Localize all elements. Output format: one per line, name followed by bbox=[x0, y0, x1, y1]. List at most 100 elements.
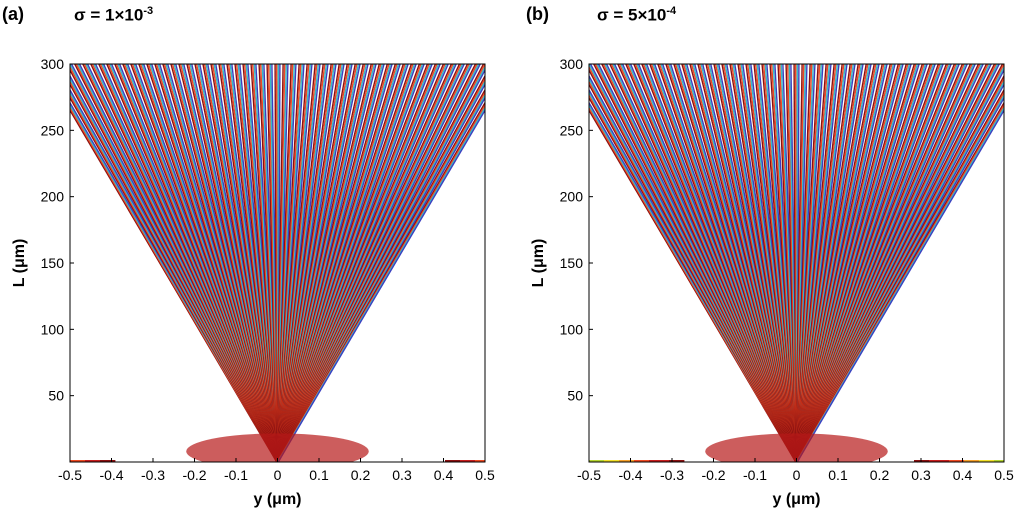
x-axis-label: y (μm) bbox=[772, 491, 820, 508]
panel-title-a: σ = 1×10-3 bbox=[74, 5, 153, 26]
heatmap-cell bbox=[75, 460, 81, 462]
heatmap-cell bbox=[100, 460, 106, 462]
y-tick-label: 300 bbox=[41, 56, 65, 72]
x-tick-label: -0.5 bbox=[577, 467, 601, 483]
heatmap-cell bbox=[914, 460, 920, 462]
y-tick-label: 150 bbox=[41, 255, 65, 271]
heatmap-cell bbox=[954, 460, 960, 462]
heatmap-cell bbox=[609, 460, 615, 462]
heatmap-cell bbox=[654, 460, 660, 462]
heatmap-cell bbox=[445, 460, 451, 462]
x-tick-label: 0.2 bbox=[351, 467, 371, 483]
heatmap-cell bbox=[465, 460, 471, 462]
heatmap-cell bbox=[974, 460, 980, 462]
x-tick-label: 0.4 bbox=[953, 467, 973, 483]
heatmap-cell bbox=[110, 460, 116, 462]
heatmap-cell bbox=[80, 460, 86, 462]
heatmap-cell bbox=[944, 460, 950, 462]
heatmap-cell bbox=[639, 460, 645, 462]
heatmap-cell bbox=[455, 460, 461, 462]
heatmap-cell bbox=[599, 460, 605, 462]
near-field-lobe bbox=[705, 433, 888, 462]
y-tick-label: 50 bbox=[567, 388, 583, 404]
x-tick-label: -0.3 bbox=[141, 467, 165, 483]
heatmap-cell bbox=[614, 460, 620, 462]
heatmap-cell bbox=[999, 460, 1004, 462]
y-tick-label: 300 bbox=[560, 56, 584, 72]
heatmap-cell bbox=[629, 460, 635, 462]
x-tick-label: 0.1 bbox=[309, 467, 329, 483]
heatmap-cell bbox=[480, 460, 485, 462]
heatmap-cell bbox=[105, 460, 111, 462]
heatmap-cell bbox=[994, 460, 1000, 462]
panel-label-b: (b) bbox=[526, 4, 549, 24]
panel-title-b: σ = 5×10-4 bbox=[597, 5, 676, 26]
title-exponent-a: -3 bbox=[143, 5, 154, 17]
heatmap-b bbox=[589, 64, 1004, 462]
y-tick-label: 150 bbox=[560, 255, 584, 271]
heatmap-cell bbox=[470, 460, 476, 462]
y-tick-label: 200 bbox=[560, 189, 584, 205]
x-tick-label: -0.1 bbox=[743, 467, 767, 483]
heatmap-cell bbox=[604, 460, 610, 462]
heatmap-cell bbox=[919, 460, 925, 462]
title-prefix-b: σ = bbox=[597, 5, 629, 25]
heatmap-cell bbox=[460, 460, 466, 462]
y-tick-label: 250 bbox=[41, 122, 65, 138]
heatmap-cell bbox=[929, 460, 935, 462]
heatmap-cell bbox=[924, 460, 930, 462]
y-tick-label: 100 bbox=[560, 321, 584, 337]
title-mantissa-b: 5×10 bbox=[628, 5, 667, 25]
heatmap-cell bbox=[634, 460, 640, 462]
heatmap-cell bbox=[664, 460, 670, 462]
title-prefix-a: σ = bbox=[74, 5, 106, 25]
y-axis-label: L (μm) bbox=[11, 239, 28, 288]
near-field-lobe bbox=[186, 433, 369, 462]
title-exponent-b: -4 bbox=[666, 5, 677, 17]
heatmap-cell bbox=[989, 460, 995, 462]
x-tick-label: -0.2 bbox=[182, 467, 206, 483]
heatmap-cell bbox=[659, 460, 665, 462]
heatmap-cell bbox=[85, 460, 91, 462]
heatmap-cell bbox=[619, 460, 625, 462]
heatmap-cell bbox=[90, 460, 96, 462]
x-tick-label: 0.3 bbox=[392, 467, 412, 483]
heatmap-cell bbox=[95, 460, 101, 462]
x-tick-label: 0 bbox=[793, 467, 801, 483]
heatmap-cell bbox=[984, 460, 990, 462]
heatmap-cell bbox=[450, 460, 456, 462]
heatmap-cell bbox=[475, 460, 481, 462]
x-tick-label: 0.4 bbox=[434, 467, 454, 483]
heatmap-cell bbox=[589, 460, 595, 462]
y-tick-label: 100 bbox=[41, 321, 65, 337]
x-tick-label: 0.5 bbox=[994, 467, 1014, 483]
heatmap-cell bbox=[939, 460, 945, 462]
heatmap-cell bbox=[679, 460, 685, 462]
heatmap-cell bbox=[949, 460, 955, 462]
heatmap-cell bbox=[649, 460, 655, 462]
x-tick-label: -0.4 bbox=[99, 467, 123, 483]
heatmap-cell bbox=[70, 460, 76, 462]
heatmap-cell bbox=[674, 460, 680, 462]
y-tick-label: 200 bbox=[41, 189, 65, 205]
heatmap-cell bbox=[934, 460, 940, 462]
heatmap-cell bbox=[969, 460, 975, 462]
heatmap-a bbox=[70, 64, 485, 462]
x-tick-label: -0.5 bbox=[58, 467, 82, 483]
x-tick-label: 0 bbox=[274, 467, 282, 483]
x-tick-label: 0.3 bbox=[911, 467, 931, 483]
fringe-line bbox=[277, 109, 485, 462]
x-axis-label: y (μm) bbox=[253, 491, 301, 508]
x-tick-label: -0.1 bbox=[224, 467, 248, 483]
x-tick-label: -0.3 bbox=[660, 467, 684, 483]
y-tick-label: 50 bbox=[48, 388, 64, 404]
heatmap-cell bbox=[979, 460, 985, 462]
x-tick-label: -0.2 bbox=[701, 467, 725, 483]
y-axis-label: L (μm) bbox=[530, 239, 547, 288]
fringe-line bbox=[796, 109, 1004, 462]
x-tick-label: 0.2 bbox=[870, 467, 890, 483]
x-tick-label: -0.4 bbox=[618, 467, 642, 483]
heatmap-cell bbox=[644, 460, 650, 462]
x-tick-label: 0.1 bbox=[828, 467, 848, 483]
